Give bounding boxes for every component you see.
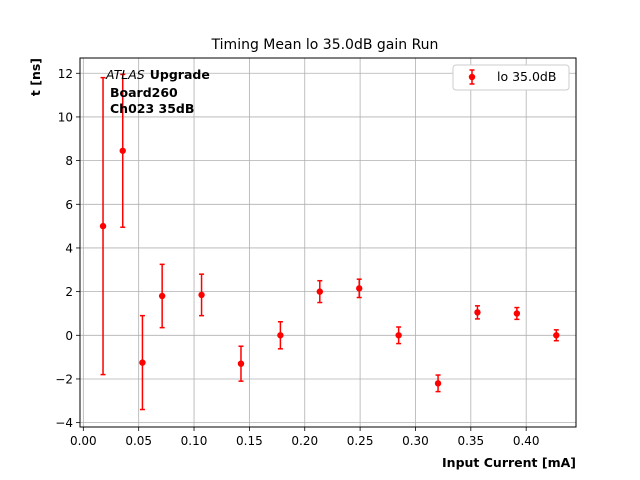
- y-axis-label: t [ns]: [28, 58, 43, 96]
- x-tick-label: 0.40: [513, 434, 540, 448]
- y-tick-label: 8: [65, 154, 73, 168]
- y-tick-label: 2: [65, 285, 73, 299]
- x-tick-label: 0.20: [291, 434, 318, 448]
- data-point: [474, 309, 481, 316]
- chart-title: Timing Mean lo 35.0dB gain Run: [211, 37, 439, 53]
- legend-marker: [468, 73, 476, 81]
- data-point: [553, 332, 560, 339]
- atlas-annotation: ATLAS Upgrade Board260 Ch023 35dB: [105, 67, 210, 116]
- atlas-label: ATLAS Upgrade: [105, 67, 210, 82]
- x-tick-label: 0.35: [457, 434, 484, 448]
- y-tick-label: 12: [58, 67, 73, 81]
- x-axis-label: Input Current [mA]: [442, 455, 576, 470]
- y-tick-label: 10: [58, 110, 73, 124]
- data-point: [119, 147, 126, 154]
- y-tick-label: 4: [65, 241, 73, 255]
- y-tick-label: 6: [65, 198, 73, 212]
- grid-layer: [80, 58, 576, 427]
- data-point: [99, 222, 107, 230]
- channel-label: Ch023 35dB: [110, 101, 194, 116]
- data-point: [198, 291, 205, 299]
- y-tick-label: 0: [65, 329, 73, 343]
- data-point: [277, 332, 284, 339]
- data-layer: [99, 73, 560, 411]
- legend-box: [452, 64, 570, 91]
- data-point: [513, 310, 521, 317]
- x-tick-label: 0.15: [236, 434, 263, 448]
- atlas-text: ATLAS: [105, 67, 145, 82]
- plot-frame: [79, 57, 577, 428]
- x-tick-label: 0.10: [181, 434, 208, 448]
- data-point: [237, 360, 245, 367]
- data-point: [316, 288, 324, 295]
- y-tick-label: −2: [55, 372, 73, 386]
- legend-label: lo 35.0dB: [497, 69, 556, 84]
- x-tick-label: 0.00: [70, 434, 97, 448]
- y-tick-label: −4: [55, 416, 73, 430]
- data-point: [356, 285, 363, 292]
- upgrade-text: Upgrade: [150, 67, 210, 82]
- x-tick-label: 0.30: [402, 434, 429, 448]
- legend: lo 35.0dB: [452, 64, 570, 91]
- plot-area: [80, 58, 576, 427]
- data-point: [434, 380, 442, 387]
- tick-layer: 0.00 0.05 0.10 0.15 0.20 0.25 0.30 0.35 0.40 −4 −2…: [55, 67, 539, 448]
- x-tick-label: 0.25: [347, 434, 374, 448]
- data-point: [158, 292, 166, 300]
- data-point: [395, 332, 402, 339]
- data-point: [139, 359, 146, 366]
- board-label: Board260: [110, 85, 178, 100]
- x-tick-label: 0.05: [125, 434, 152, 448]
